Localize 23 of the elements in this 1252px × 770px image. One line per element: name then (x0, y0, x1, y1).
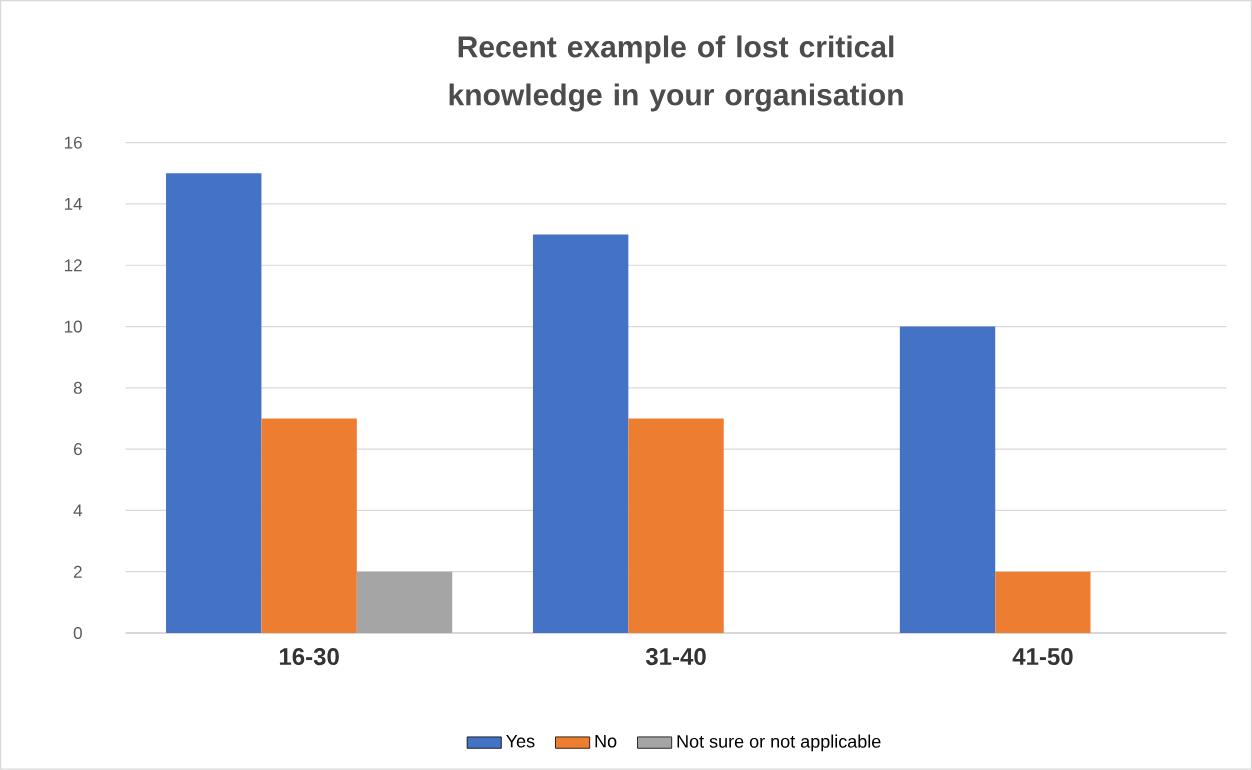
y-tick-label: 16 (64, 136, 82, 149)
chart-title: Recent example of lost critical knowledge in your organisation (449, 35, 903, 112)
bar (899, 326, 996, 634)
y-tick-label: 6 (74, 443, 82, 456)
y-tick-label: 12 (64, 259, 82, 272)
legend-label: Not sure or not applicable (677, 734, 881, 752)
x-tick-label: 16-30 (279, 648, 339, 666)
x-tick-label: 31-40 (645, 648, 706, 666)
bar (356, 571, 453, 634)
y-tick-label: 8 (73, 381, 82, 395)
bar (166, 173, 262, 634)
legend-label: Yes (506, 735, 535, 748)
x-tick-label: 41-50 (1012, 648, 1073, 666)
bar (995, 571, 1091, 634)
y-tick-label: 0 (73, 627, 82, 640)
bar (628, 418, 724, 634)
y-tick-label: 2 (73, 565, 82, 578)
bar (532, 234, 629, 634)
y-tick-label: 10 (64, 320, 82, 333)
bar (261, 418, 357, 634)
y-tick-label: 4 (73, 504, 83, 517)
legend-label: No (595, 735, 617, 748)
y-tick-label: 14 (64, 198, 83, 210)
